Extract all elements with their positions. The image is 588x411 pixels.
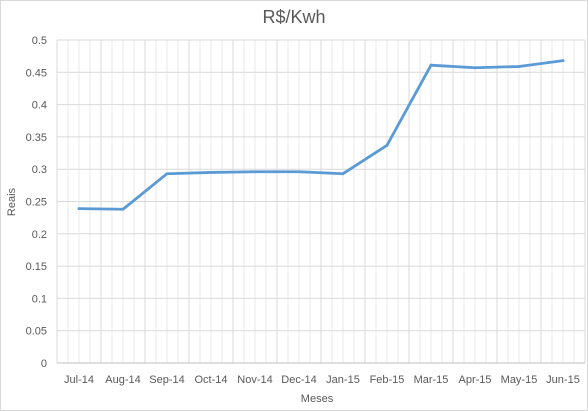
data-point — [253, 170, 257, 174]
x-axis-title: Meses — [301, 393, 334, 405]
x-tick-label: Aug-14 — [105, 374, 140, 386]
y-tick-label: 0.1 — [32, 293, 47, 305]
y-tick-label: 0.2 — [32, 229, 47, 241]
y-tick-label: 0.35 — [26, 132, 47, 144]
x-tick-label: Sep-14 — [149, 374, 184, 386]
data-point — [77, 207, 81, 211]
x-tick-label: Apr-15 — [458, 374, 491, 386]
y-tick-label: 0.3 — [32, 164, 47, 176]
data-point — [341, 172, 345, 176]
y-tick-label: 0.5 — [32, 35, 47, 47]
x-tick-label: Feb-15 — [370, 374, 405, 386]
x-tick-label: Dec-14 — [281, 374, 316, 386]
chart-title: R$/Kwh — [262, 7, 325, 27]
x-tick-label: Jun-15 — [546, 374, 580, 386]
series-layer — [77, 59, 565, 211]
grid-lines — [56, 39, 586, 364]
data-point — [297, 170, 301, 174]
y-tick-label: 0.15 — [26, 261, 47, 273]
data-point — [385, 143, 389, 147]
y-axis-title: Reais — [6, 187, 18, 216]
x-tick-labels: Jul-14 Aug-14 Sep-14 Oct-14 Nov-14 Dec-14 Jan-… — [64, 374, 580, 386]
x-tick-label: Jul-14 — [64, 374, 94, 386]
x-tick-label: Mar-15 — [414, 374, 449, 386]
y-tick-label: 0.25 — [26, 197, 47, 209]
series-line — [77, 59, 565, 211]
data-point — [561, 59, 565, 63]
y-tick-label: 0.4 — [32, 100, 47, 112]
data-point — [473, 66, 477, 70]
data-point — [429, 63, 433, 67]
x-tick-label: Nov-14 — [237, 374, 272, 386]
y-tick-label: 0 — [41, 358, 47, 370]
data-point — [209, 171, 213, 174]
data-point — [121, 207, 125, 211]
x-tick-label: Jan-15 — [326, 374, 360, 386]
x-tick-label: Oct-14 — [194, 374, 227, 386]
y-tick-label: 0.45 — [26, 67, 47, 79]
data-point — [165, 172, 169, 176]
data-point — [517, 65, 521, 68]
y-tick-label: 0.05 — [26, 326, 47, 338]
x-tick-label: May-15 — [501, 374, 538, 386]
y-tick-labels: 0 0.05 0.1 0.15 0.2 0.25 0.3 0.35 0.4 0.45 0.5 — [26, 35, 47, 370]
